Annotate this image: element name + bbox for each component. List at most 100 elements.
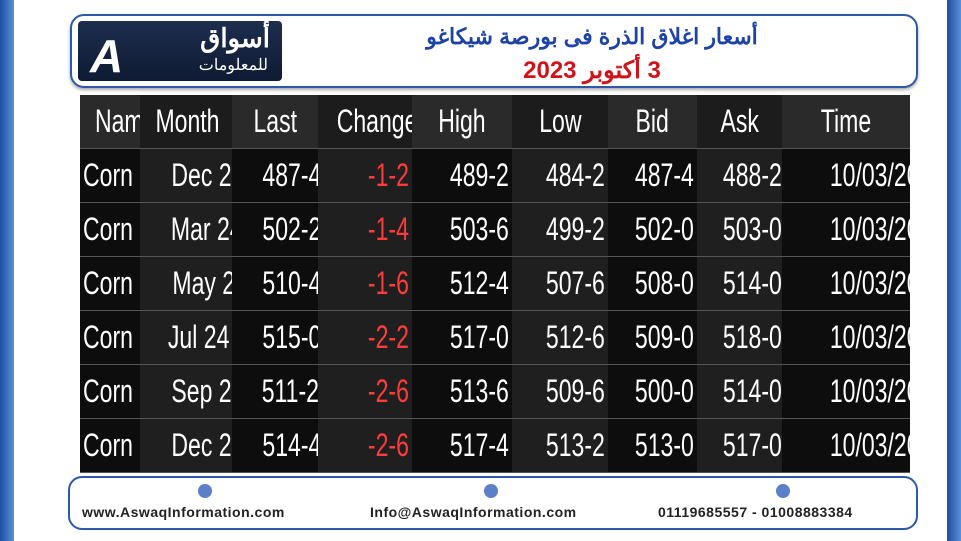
table-cell: Dec 23 <box>140 148 232 203</box>
footer: www.AswaqInformation.com Info@AswaqInfor… <box>68 476 918 530</box>
table-cell: Corn <box>80 310 140 365</box>
cell-text: 10/03/2023 <box>829 157 910 193</box>
column-header: Last <box>232 95 318 149</box>
globe-icon <box>198 484 212 498</box>
column-header: Ask <box>697 95 782 149</box>
edge <box>947 0 961 541</box>
cell-text: Ask <box>720 103 759 139</box>
table-cell: 489-2 <box>412 148 512 203</box>
cell-text: Corn <box>83 211 133 247</box>
table-cell: 512-4 <box>412 256 512 311</box>
header-row: Name Month Last Change High Low Bid Ask Time <box>80 95 910 149</box>
cell-text: -1-6 <box>368 265 409 301</box>
column-header: High <box>412 95 512 149</box>
table-cell: 514-0 <box>697 364 782 419</box>
cell-text: 511-2s <box>261 373 318 409</box>
table-cell: 514-4s <box>232 418 318 473</box>
table-cell: 517-0 <box>412 310 512 365</box>
table-cell: 500-0 <box>608 364 697 419</box>
cell-text: 514-0 <box>722 373 782 409</box>
table-cell: -2-6 <box>318 364 412 419</box>
phone: 01119685557 - 01008883384 <box>658 504 853 520</box>
cell-text: 512-6 <box>546 319 605 355</box>
table-cell: 515-0s <box>232 310 318 365</box>
cell-text: 489-2 <box>450 157 509 193</box>
cell-text: Dec 23 <box>171 157 232 193</box>
cell-text: 10/03/2023 <box>829 265 910 301</box>
cell-text: Mar 24 <box>170 211 232 247</box>
cell-text: Change <box>336 103 412 139</box>
phone-icon <box>776 484 790 498</box>
cell-text: High <box>438 103 486 139</box>
cell-text: 502-0 <box>635 211 694 247</box>
price-table: Name Month Last Change High Low Bid Ask Time Cor… <box>80 95 910 473</box>
cell-text: 499-2 <box>546 211 605 247</box>
table-cell: 518-0 <box>697 310 782 365</box>
cell-text: -1-2 <box>368 157 409 193</box>
table-cell: 517-0 <box>697 418 782 473</box>
table-cell: May 24 <box>140 256 232 311</box>
title: أسعار اغلاق الذرة فى بورصة شيكاغو <box>426 24 758 49</box>
cell-text: 10/03/2023 <box>829 319 910 355</box>
cell-text: Month <box>155 103 220 139</box>
logo-name: أسواق <box>200 23 270 53</box>
cell-text: 484-2 <box>546 157 605 193</box>
table-cell: 514-0 <box>697 256 782 311</box>
cell-text: 514-0 <box>722 265 782 301</box>
table-cell: 484-2 <box>512 148 608 203</box>
table-cell: 502-2s <box>232 202 318 257</box>
table-cell: Corn <box>80 418 140 473</box>
cell-text: 518-0 <box>722 319 782 355</box>
table-cell: Corn <box>80 202 140 257</box>
table-cell: 10/03/2023 <box>782 202 910 257</box>
cell-text: 517-0 <box>450 319 509 355</box>
table-cell: Corn <box>80 256 140 311</box>
table-cell: Dec 24 <box>140 418 232 473</box>
column-header: Bid <box>608 95 697 149</box>
cell-text: 487-4s <box>262 157 318 193</box>
table-row: Corn Mar 24 502-2s -1-4 503-6 499-2 502-0 503-0… <box>80 202 910 257</box>
table-cell: 511-2s <box>232 364 318 419</box>
table-cell: 509-0 <box>608 310 697 365</box>
table-cell: -2-6 <box>318 418 412 473</box>
table-cell: 513-0 <box>608 418 697 473</box>
column-header: Low <box>512 95 608 149</box>
cell-text: 502-2s <box>262 211 318 247</box>
cell-text: Corn <box>83 265 133 301</box>
cell-text: 515-0s <box>262 319 318 355</box>
email: Info@AswaqInformation.com <box>370 504 577 520</box>
logo-tagline: للمعلومات <box>198 57 268 74</box>
table-cell: 513-6 <box>412 364 512 419</box>
cell-text: -1-4 <box>368 211 409 247</box>
table-cell: Corn <box>80 364 140 419</box>
cell-text: 513-6 <box>450 373 509 409</box>
table-cell: 10/03/2023 <box>782 310 910 365</box>
cell-text: 10/03/2023 <box>829 373 910 409</box>
cell-text: 507-6 <box>546 265 605 301</box>
table-cell: 503-6 <box>412 202 512 257</box>
cell-text: 509-0 <box>635 319 694 355</box>
table-row: Corn Sep 24 511-2s -2-6 513-6 509-6 500-0 514-0… <box>80 364 910 419</box>
cell-text: 512-4 <box>450 265 509 301</box>
cell-text: Sep 24 <box>171 373 232 409</box>
cell-text: Low <box>538 103 582 139</box>
mail-icon <box>484 484 498 498</box>
cell-text: May 24 <box>172 265 232 301</box>
website: www.AswaqInformation.com <box>82 504 285 520</box>
table-cell: 510-4s <box>232 256 318 311</box>
table-cell: 512-6 <box>512 310 608 365</box>
cell-text: 503-6 <box>450 211 509 247</box>
table-cell: 508-0 <box>608 256 697 311</box>
table-cell: 507-6 <box>512 256 608 311</box>
table-row: Corn Dec 24 514-4s -2-6 517-4 513-2 513-0 517-0… <box>80 418 910 473</box>
column-header: Change <box>318 95 412 149</box>
cell-text: 509-6 <box>546 373 605 409</box>
table-cell: 503-0 <box>697 202 782 257</box>
table-row: Corn May 24 510-4s -1-6 512-4 507-6 508-0 514-0… <box>80 256 910 311</box>
cell-text: 517-4 <box>450 427 509 463</box>
table-cell: 517-4 <box>412 418 512 473</box>
table-cell: 487-4s <box>232 148 318 203</box>
table-cell: 10/03/2023 <box>782 148 910 203</box>
cell-text: 514-4s <box>262 427 318 463</box>
